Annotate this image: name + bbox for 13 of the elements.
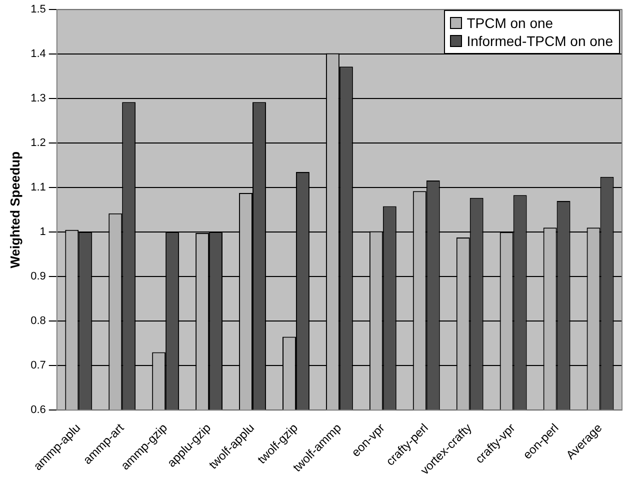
- legend-label: TPCM on one: [466, 14, 554, 32]
- legend-label: Informed-TPCM on one: [466, 32, 613, 50]
- y-tick-label: 1.1: [30, 182, 46, 194]
- y-tick-label: 1.3: [30, 92, 46, 105]
- y-tick-label: 1: [40, 226, 46, 238]
- y-tick-label: 1.5: [30, 4, 46, 16]
- y-tick-label: 0.7: [30, 360, 46, 372]
- y-axis-title: Weighted Speedup: [7, 151, 22, 268]
- y-tick-label: 0.6: [30, 404, 46, 416]
- y-tick-label: 0.8: [30, 315, 46, 328]
- y-tick-label: 1.2: [30, 137, 46, 150]
- y-tick-label: 0.9: [30, 270, 46, 283]
- y-tick-label: 1.4: [30, 48, 46, 60]
